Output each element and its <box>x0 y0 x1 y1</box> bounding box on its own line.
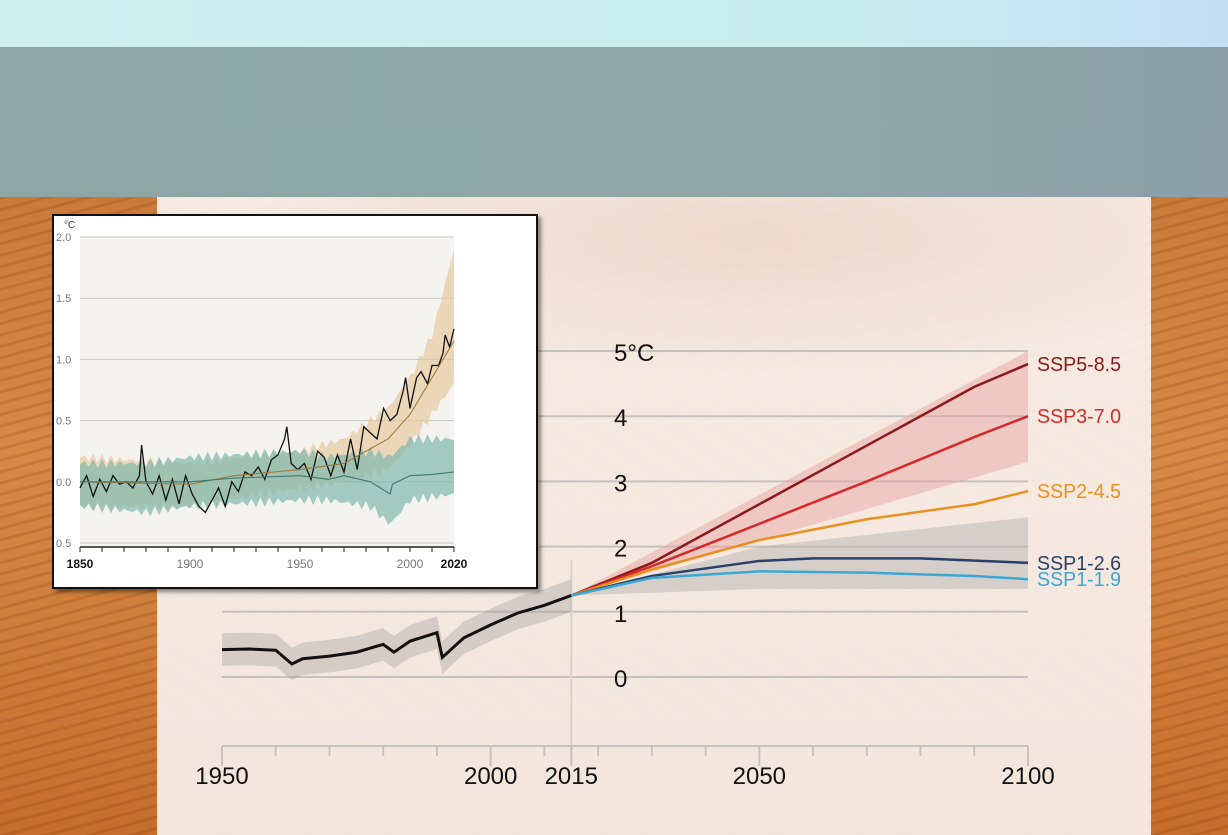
x-tick-label-2000: 2000 <box>464 763 517 790</box>
series-label-ssp2-4-5: SSP2-4.5 <box>1037 481 1121 503</box>
series-line-ssp1-2-6 <box>570 557 1029 597</box>
inset-x-tick-label-1900: 1900 <box>177 557 204 571</box>
series-label-ssp5-8-5: SSP5-8.5 <box>1037 354 1121 376</box>
inset-y-tick-label-4: 0.0 <box>56 477 71 489</box>
series-line-ssp1-1-9 <box>570 570 1029 597</box>
historical-line <box>221 594 572 666</box>
inset-y-tick-label-2: 1.0 <box>56 354 71 366</box>
projection-band-1 <box>571 517 1028 596</box>
y-tick-label-2: 3 <box>614 470 627 497</box>
inset-x-tick-label-2000: 2000 <box>397 557 424 571</box>
x-tick-label-2050: 2050 <box>733 763 786 790</box>
series-line-ssp5-8-5 <box>570 362 1029 597</box>
banner-strip <box>0 47 1228 197</box>
inset-natural-line <box>80 471 455 495</box>
x-tick-label-1950: 1950 <box>195 763 248 790</box>
historical-band <box>222 579 572 681</box>
inset-combined-line <box>79 340 455 485</box>
y-tick-label-1: 4 <box>614 405 627 432</box>
inset-x-tick-label-1850: 1850 <box>67 557 94 571</box>
y-tick-label-3: 2 <box>614 536 627 563</box>
y-tick-label-4: 1 <box>614 601 627 628</box>
inset-y-tick-label-3: 0.5 <box>56 416 71 428</box>
inset-x-tick-label-1950: 1950 <box>287 557 314 571</box>
series-label-ssp1-1-9: SSP1-1.9 <box>1037 569 1121 591</box>
projection-band-0 <box>571 351 1028 596</box>
y-tick-label-0: 5°C <box>614 340 654 367</box>
historical-chart: 2.0 1.5 1.0 0.5 0.0 0.5 °C 1850 1900 1950 2000 2020 <box>56 220 468 571</box>
y-tick-label-5: 0 <box>614 666 627 693</box>
x-tick-label-2100: 2100 <box>1001 763 1054 790</box>
inset-band-1 <box>80 434 454 525</box>
series-line-ssp2-4-5 <box>570 489 1029 597</box>
series-line-ssp3-7-0 <box>570 415 1029 597</box>
series-label-ssp1-2-6: SSP1-2.6 <box>1037 553 1121 575</box>
historical-inset: 2.0 1.5 1.0 0.5 0.0 0.5 °C 1850 1900 1950 2000 2020 <box>52 214 538 589</box>
inset-x-tick-label-2020: 2020 <box>441 557 468 571</box>
sky-strip <box>0 0 1228 47</box>
inset-y-tick-label-5: 0.5 <box>56 538 71 550</box>
inset-y-tick-label-1: 1.5 <box>56 293 71 305</box>
inset-observed-line <box>79 328 455 514</box>
inset-y-tick-label-0: 2.0 <box>56 232 71 244</box>
inset-y-unit-label: °C <box>64 220 75 231</box>
x-tick-label-2015: 2015 <box>545 763 598 790</box>
series-label-ssp3-7-0: SSP3-7.0 <box>1037 406 1121 428</box>
